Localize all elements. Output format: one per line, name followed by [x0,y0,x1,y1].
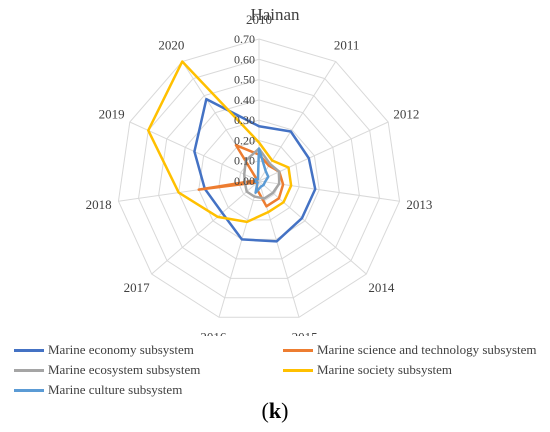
category-label: 2020 [158,38,184,53]
tick-label: 0.10 [234,154,255,168]
grid-spoke [218,180,260,318]
legend-item: Marine society subsystem [283,362,452,378]
legend-swatch [14,368,44,372]
category-label: 2012 [393,107,419,122]
grid-spoke [258,121,389,182]
category-label: 2013 [406,197,432,212]
legend-swatch [283,368,313,372]
tick-label: 0.30 [234,113,255,127]
category-label: 2011 [334,38,360,53]
radar-chart: Hainan 0.000.100.200.300.400.500.600.70 … [86,5,433,336]
tick-label: 0.00 [234,174,255,188]
series-layer [147,60,317,243]
category-label: 2017 [124,280,151,295]
chart-title: Hainan [250,5,300,24]
category-label: 2014 [368,280,395,295]
legend-swatch [14,348,44,352]
series-line-4 [147,60,293,224]
category-label: 2019 [99,107,125,122]
legend-item: Marine economy subsystem [14,342,194,358]
legend-label: Marine science and technology subsystem [317,342,537,357]
grid-ring [138,58,380,299]
grid-spoke [151,180,260,275]
category-label: 2015 [292,329,318,336]
category-label: 2018 [86,197,112,212]
legend-swatch [14,388,44,392]
grid-ring [158,79,360,279]
grid-ring [178,99,340,260]
legend-label: Marine ecosystem subsystem [48,362,201,377]
category-labels: 2010 2011 2012 2013 2014 2015 2016 2017 2018 2019… [86,12,433,336]
legend-label: Marine economy subsystem [48,342,194,357]
grid-spoke [258,180,367,275]
legend: Marine economy subsystem Marine science a… [0,336,550,398]
tick-label: 0.40 [234,93,255,107]
grid-ring [218,139,300,221]
legend-label: Marine society subsystem [317,362,453,377]
grid-ring [117,38,401,318]
tick-label: 0.60 [234,52,255,66]
series-line-5 [253,147,270,194]
tick-label: 0.70 [234,32,255,46]
tick-label: 0.50 [234,73,255,87]
figure-caption-letter: k [268,398,282,423]
legend-label: Marine culture subsystem [48,382,183,397]
category-label: 2016 [200,329,227,336]
legend-item: Marine ecosystem subsystem [14,362,200,378]
series-line-3 [242,147,281,200]
figure-caption: (k) [261,398,289,423]
category-label: 2010 [246,12,272,27]
legend-item: Marine science and technology subsystem [283,342,537,358]
radial-tick-labels: 0.00 0.10 0.20 0.30 0.40 0.50 0.60 0.70 [234,32,255,188]
tick-label: 0.20 [234,133,255,147]
legend-item: Marine culture subsystem [14,382,182,398]
legend-swatch [283,348,313,352]
series-line-1 [193,97,317,243]
